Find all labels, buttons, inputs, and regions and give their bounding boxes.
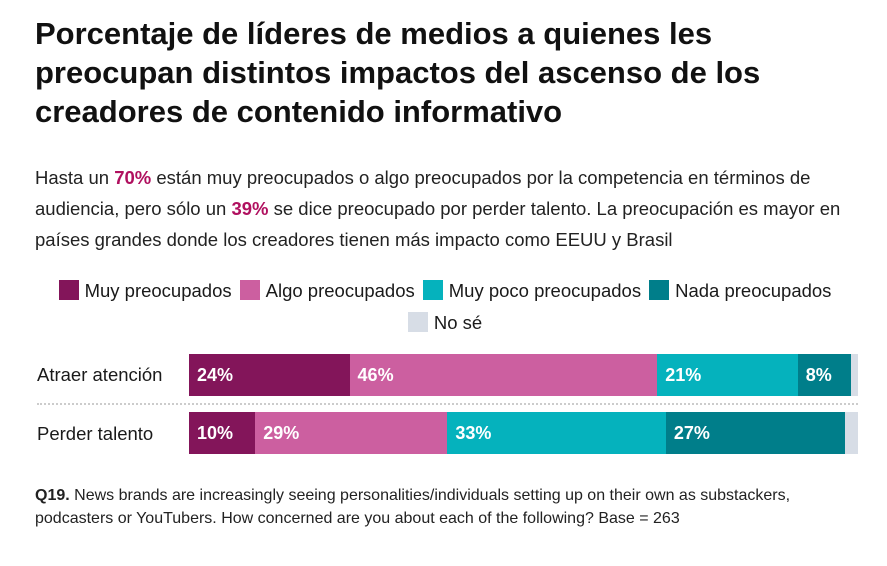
subtitle-text: están muy preocupados o algo preocupados… xyxy=(35,167,811,219)
row-divider xyxy=(37,403,858,405)
legend-label: Algo preocupados xyxy=(265,280,415,301)
bar-segment: 8% xyxy=(797,354,852,396)
legend-item: Muy poco preocupados xyxy=(422,275,642,307)
legend-swatch xyxy=(239,280,260,300)
legend-swatch xyxy=(649,280,670,300)
legend-label: Muy preocupados xyxy=(84,280,232,301)
subtitle-text: Hasta un xyxy=(35,167,115,188)
legend-swatch xyxy=(58,280,79,300)
subtitle-text: se dice preocupado por perder talento. L… xyxy=(35,198,841,250)
highlight-70: 70% xyxy=(114,167,152,188)
bar-segment: 46% xyxy=(349,354,658,396)
legend-label: Muy poco preocupados xyxy=(448,280,642,301)
bar-segment: 24% xyxy=(189,354,350,396)
bar-segment: 27% xyxy=(665,412,845,454)
bar-segment: 21% xyxy=(657,354,798,396)
chart-subtitle: Hasta un 70% están muy preocupados o alg… xyxy=(35,162,865,255)
bar-segment xyxy=(851,354,858,396)
footnote-text: News brands are increasingly seeing pers… xyxy=(35,487,791,527)
bar-segment: 33% xyxy=(447,412,666,454)
footnote: Q19. News brands are increasingly seeing… xyxy=(35,484,865,530)
row-label: Atraer atención xyxy=(37,364,163,385)
bar-segment xyxy=(844,412,858,454)
bar-segment: 10% xyxy=(189,412,256,454)
legend-label: No sé xyxy=(433,312,483,333)
legend-swatch xyxy=(407,312,428,332)
bar-perder-talento: 10% 29% 33% 27% xyxy=(189,412,858,454)
legend-item: Algo preocupados xyxy=(239,275,415,307)
footnote-label: Q19. xyxy=(35,487,70,504)
row-label: Perder talento xyxy=(37,423,154,444)
legend-label: Nada preocupados xyxy=(675,280,832,301)
highlight-39: 39% xyxy=(231,198,269,219)
legend-item: Nada preocupados xyxy=(649,275,831,307)
legend-item: Muy preocupados xyxy=(58,275,232,307)
legend-item: No sé xyxy=(407,307,483,339)
chart-title: Porcentaje de líderes de medios a quiene… xyxy=(35,16,761,129)
bar-atraer-atencion: 24% 46% 21% 8% xyxy=(189,354,858,396)
bar-segment: 29% xyxy=(255,412,448,454)
legend-swatch xyxy=(422,280,443,300)
legend: Muy preocupados Algo preocupados Muy poco … xyxy=(35,275,855,339)
